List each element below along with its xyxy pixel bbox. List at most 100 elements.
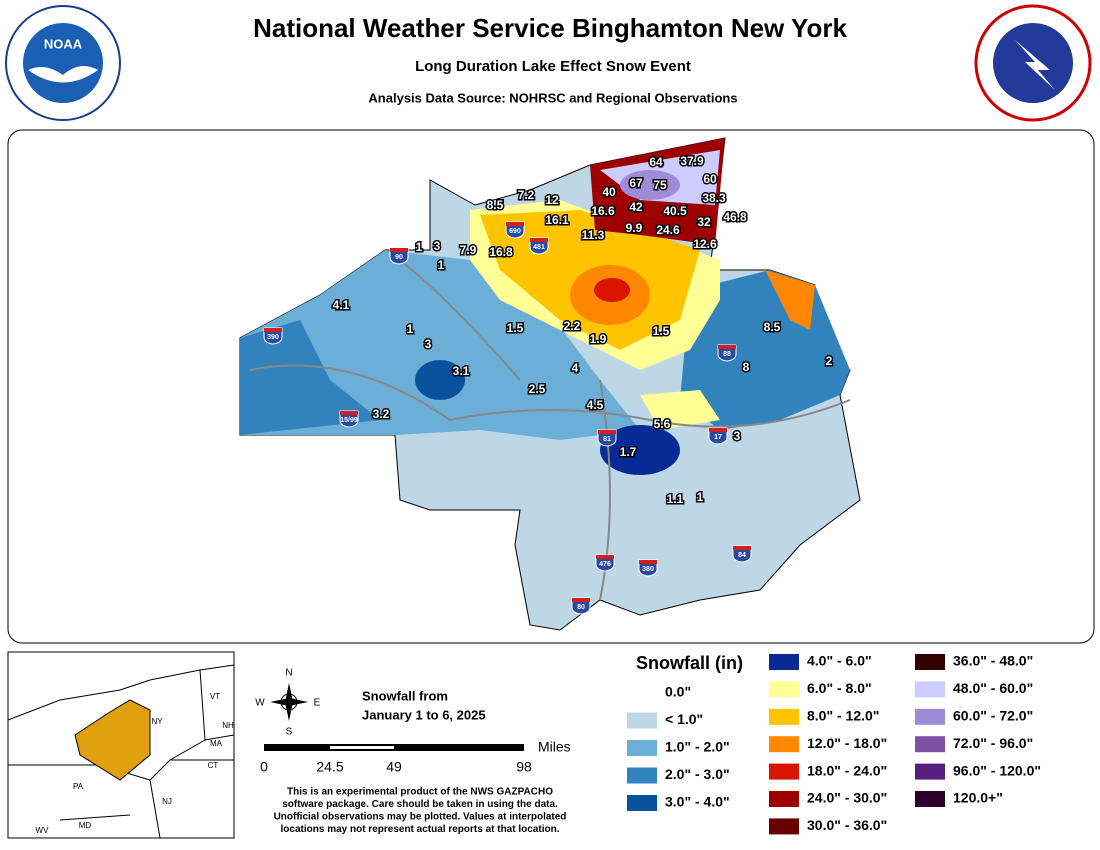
shield-label: 15/99 xyxy=(340,417,358,424)
subtitle: Long Duration Lake Effect Snow Event xyxy=(415,58,691,75)
shield-top xyxy=(506,222,524,226)
shield-top xyxy=(530,238,548,242)
legend-swatch xyxy=(915,791,945,807)
compass-rose xyxy=(270,683,308,721)
observation-value: 16.1 xyxy=(545,213,569,227)
compass-label: N xyxy=(285,668,292,679)
source: Analysis Data Source: NOHRSC and Regiona… xyxy=(368,90,737,105)
observation-value: 3 xyxy=(734,429,741,443)
observation-value: 2 xyxy=(826,354,833,368)
legend-label: 60.0" - 72.0" xyxy=(953,708,1033,724)
observation-value: 32 xyxy=(697,215,711,229)
observation-value: 3 xyxy=(425,337,432,351)
legend-swatch xyxy=(769,818,799,835)
observation-value: 2.2 xyxy=(564,319,581,333)
observation-value: 3 xyxy=(434,239,441,253)
legend-swatch xyxy=(627,712,657,729)
legend-label: 48.0" - 60.0" xyxy=(953,680,1033,696)
observation-value: 1 xyxy=(407,322,414,336)
shield-top xyxy=(709,428,727,432)
observation-value: 9.9 xyxy=(626,221,643,235)
state-label: MA xyxy=(210,739,223,748)
observation-value: 11.3 xyxy=(582,228,605,242)
shield-top xyxy=(596,555,614,559)
observation-value: 42 xyxy=(629,200,643,214)
noaa-logo: NOAA xyxy=(5,5,121,121)
observation-value: 40 xyxy=(602,185,616,199)
disclaimer: software package. Care should be taken i… xyxy=(282,799,558,810)
shield-top xyxy=(598,430,616,434)
legend-swatch xyxy=(915,736,945,753)
scale-tick: 0 xyxy=(260,759,268,775)
observation-value: 1.5 xyxy=(507,321,524,335)
observation-value: 8 xyxy=(743,360,750,374)
legend-label: 96.0" - 120.0" xyxy=(953,762,1041,778)
legend-swatch xyxy=(627,740,657,756)
legend-swatch xyxy=(769,708,799,725)
shield-top xyxy=(572,598,590,602)
scale-unit: Miles xyxy=(538,739,571,755)
shield-label: 690 xyxy=(509,228,521,235)
legend-label: 6.0" - 8.0" xyxy=(807,680,872,696)
scale-tick: 24.5 xyxy=(316,759,343,775)
disclaimer: Unofficial observations may be plotted. … xyxy=(274,812,567,823)
compass-label: E xyxy=(314,698,321,709)
disclaimer: This is an experimental product of the N… xyxy=(287,787,553,798)
compass-label: W xyxy=(255,698,265,709)
observation-value: 3.2 xyxy=(373,407,390,421)
legend-label: 24.0" - 30.0" xyxy=(807,790,887,806)
disclaimer: locations may not represent actual repor… xyxy=(281,824,560,835)
shield-label: 80 xyxy=(577,604,585,611)
legend-label: 8.0" - 12.0" xyxy=(807,708,879,724)
legend-swatch xyxy=(769,736,799,753)
legend-swatch xyxy=(915,763,945,780)
title: National Weather Service Binghamton New … xyxy=(253,13,847,43)
svg-text:NOAA: NOAA xyxy=(44,36,83,51)
observation-value: 4.5 xyxy=(587,398,604,412)
observation-value: 37.9 xyxy=(680,154,704,168)
observation-value: 75 xyxy=(653,178,667,192)
observation-value: 7.2 xyxy=(518,188,535,202)
shield-label: 17 xyxy=(714,434,722,441)
state-label: VT xyxy=(210,692,220,701)
legend-label: 18.0" - 24.0" xyxy=(807,762,887,778)
legend-swatch xyxy=(769,791,799,807)
scale-bar xyxy=(264,744,524,751)
observation-value: 5.6 xyxy=(654,417,671,431)
legend-label: 2.0" - 3.0" xyxy=(665,766,730,782)
observation-value: 8.5 xyxy=(764,320,781,334)
caption: January 1 to 6, 2025 xyxy=(362,707,486,722)
shield-label: 481 xyxy=(533,244,545,251)
shield-top xyxy=(718,345,736,349)
observation-value: 4 xyxy=(572,361,579,375)
legend-swatch xyxy=(915,708,945,725)
observation-value: 8.5 xyxy=(487,198,504,212)
legend-label: 1.0" - 2.0" xyxy=(665,739,730,755)
observation-value: 12 xyxy=(545,193,559,207)
observation-value: 1.1 xyxy=(667,492,684,506)
state-label: NY xyxy=(151,717,163,726)
observation-value: 46.8 xyxy=(723,210,747,224)
legend-label: 0.0" xyxy=(665,684,691,700)
shield-top xyxy=(264,328,282,332)
observation-value: 1 xyxy=(416,240,423,254)
observation-value: 40.5 xyxy=(663,204,687,218)
observation-value: 1 xyxy=(697,490,704,504)
shield-label: 88 xyxy=(723,351,731,358)
shield-label: 84 xyxy=(738,552,746,559)
observation-value: 12.6 xyxy=(693,237,717,251)
state-label: NH xyxy=(222,721,234,730)
shield-top xyxy=(340,411,358,415)
observation-value: 4.1 xyxy=(333,298,350,312)
state-label: WV xyxy=(36,826,50,835)
observation-value: 16.6 xyxy=(591,204,615,218)
observation-value: 2.5 xyxy=(529,382,546,396)
nws-logo xyxy=(974,4,1092,122)
scale-tick: 49 xyxy=(386,759,402,775)
shield-label: 476 xyxy=(599,561,611,568)
legend-swatch xyxy=(769,763,799,780)
shield-top xyxy=(639,560,657,564)
